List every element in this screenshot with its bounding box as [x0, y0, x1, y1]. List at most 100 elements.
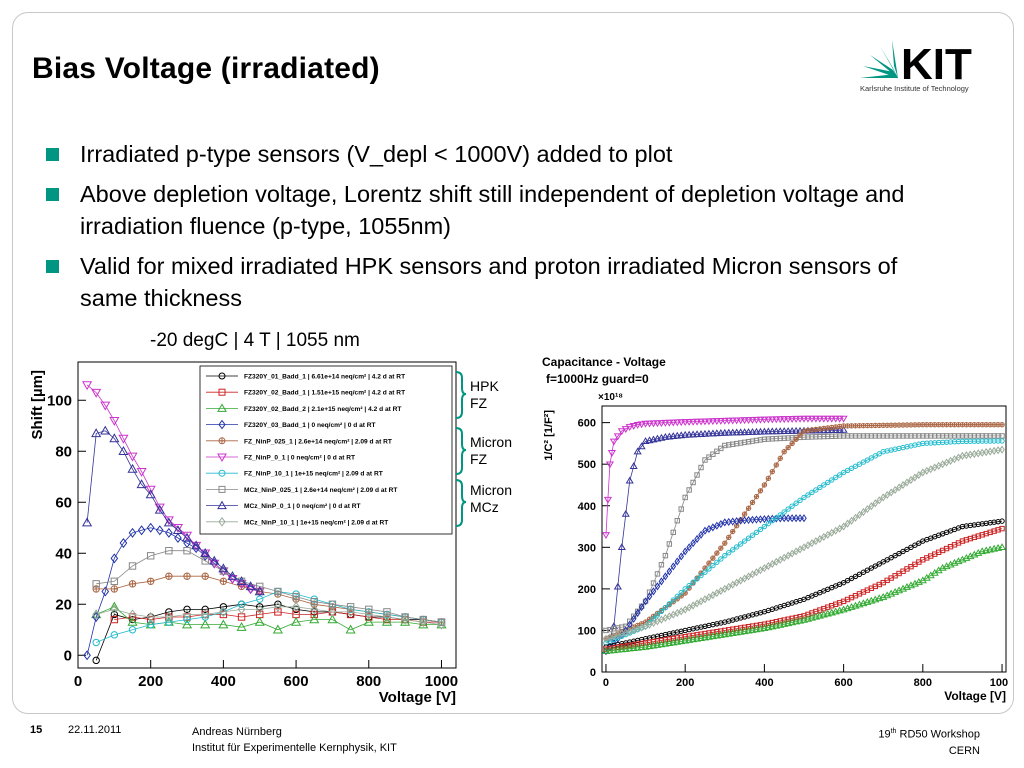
data-point	[827, 426, 836, 434]
data-point	[621, 509, 630, 517]
data-point-cross	[730, 529, 735, 534]
legend-entry: MCz_NinP_025_1 | 2.6e+14 neq/cm² | 2.09 …	[244, 487, 397, 494]
data-point	[741, 538, 748, 544]
data-point	[674, 557, 681, 566]
group-label: Micron FZ	[470, 434, 513, 467]
data-point	[718, 519, 724, 529]
data-point	[118, 446, 129, 455]
footer: 15 22.11.2011 Andreas Nürnberg Institut f…	[0, 716, 1024, 768]
data-point	[654, 582, 661, 591]
data-point	[92, 656, 100, 665]
data-point	[781, 553, 788, 562]
data-point-cross	[714, 550, 720, 556]
data-point	[630, 614, 637, 623]
legend-entry: FZ_NinP_10_1 | 1e+15 neq/cm² | 2.09 d at…	[244, 471, 383, 478]
data-point	[383, 608, 391, 616]
data-point	[363, 616, 374, 626]
data-point	[797, 497, 803, 504]
data-point	[128, 562, 137, 570]
data-point	[183, 547, 191, 555]
bullet-item: Valid for mixed irradiated HPK sensors a…	[32, 250, 932, 314]
data-point	[219, 603, 228, 611]
data-point	[844, 577, 851, 584]
data-point	[852, 573, 859, 580]
data-point	[704, 418, 714, 426]
data-point	[768, 416, 777, 424]
data-point	[745, 572, 752, 581]
y-tick-label: 0	[590, 667, 596, 679]
data-point-cross	[789, 441, 795, 446]
data-point	[119, 538, 128, 549]
data-series	[603, 518, 1005, 650]
data-point	[601, 532, 611, 540]
data-point	[704, 429, 714, 437]
data-point	[776, 416, 785, 424]
data-point	[821, 482, 827, 488]
data-point	[784, 427, 793, 434]
data-point	[201, 557, 209, 565]
data-point	[145, 489, 156, 499]
data-point	[772, 416, 781, 424]
data-point	[999, 525, 1005, 532]
data-point	[256, 603, 264, 611]
data-point	[752, 416, 761, 424]
data-point	[815, 415, 824, 423]
data-point	[698, 572, 704, 579]
data-point	[183, 605, 191, 614]
data-point	[670, 529, 676, 536]
data-point	[163, 517, 174, 527]
data-point	[777, 512, 783, 518]
data-point	[217, 403, 227, 412]
data-point	[809, 489, 815, 496]
data-point	[840, 579, 847, 586]
data-point	[789, 514, 795, 523]
data-point	[165, 527, 173, 538]
series-line	[86, 384, 260, 592]
data-point	[292, 605, 300, 614]
data-point	[872, 453, 878, 459]
data-point	[272, 624, 283, 634]
data-point	[629, 423, 638, 430]
data-point-cross	[710, 555, 716, 561]
data-point	[868, 565, 875, 571]
data-point	[82, 517, 93, 527]
data-point	[785, 551, 791, 560]
data-point	[748, 427, 757, 435]
data-point	[681, 430, 690, 438]
y-axis-label: Shift [µm]	[29, 370, 46, 439]
data-point	[218, 419, 226, 430]
group-labels: HPK FZ Micron FZ Micron MCz	[452, 370, 532, 530]
data-point	[625, 476, 634, 484]
data-point	[764, 427, 773, 435]
data-point	[128, 613, 137, 621]
data-point	[745, 515, 752, 525]
y-tick-label: 100	[578, 625, 596, 637]
data-point	[817, 484, 823, 491]
data-point	[637, 421, 646, 429]
data-point	[82, 381, 93, 391]
brace-micron-fz	[455, 427, 467, 475]
data-point	[346, 603, 355, 611]
data-point	[725, 517, 732, 527]
data-point	[642, 597, 649, 606]
data-point	[174, 532, 182, 543]
data-point	[674, 518, 680, 524]
data-point	[744, 417, 753, 424]
data-point-cross	[774, 462, 779, 468]
data-point-cross	[129, 580, 136, 588]
data-point	[255, 604, 264, 615]
data-point-cross	[111, 585, 118, 593]
data-point	[740, 417, 749, 425]
data-point	[868, 455, 875, 461]
data-point	[690, 601, 696, 610]
data-point	[792, 426, 801, 434]
data-point	[900, 480, 906, 490]
data-point	[254, 586, 265, 596]
data-point	[793, 514, 799, 523]
data-point	[310, 610, 318, 619]
data-point	[797, 545, 803, 554]
legend-entry: FZ320Y_03_Badd_1 | 0 neq/cm² | 0 d at RT	[244, 422, 376, 429]
data-point	[793, 500, 799, 506]
data-point	[714, 559, 720, 565]
data-point	[864, 504, 871, 514]
